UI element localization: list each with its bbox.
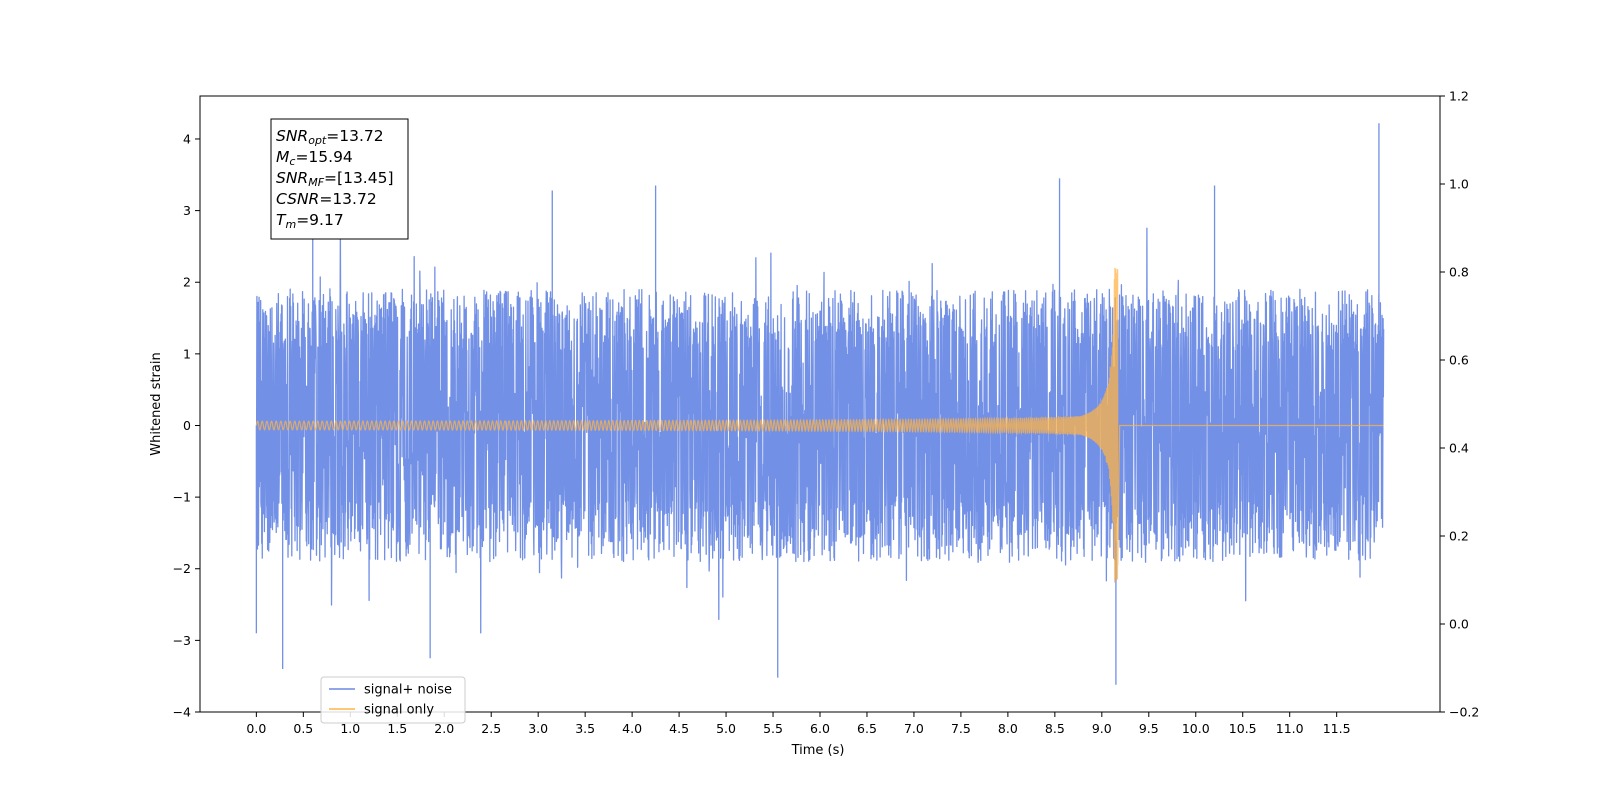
y2-tick-label: 0.4 <box>1449 441 1469 456</box>
y2-tick-label: 0.6 <box>1449 353 1469 368</box>
x-tick-label: 5.5 <box>763 721 783 736</box>
x-tick-label: 5.0 <box>716 721 736 736</box>
x-tick-label: 1.0 <box>340 721 360 736</box>
x-tick-label: 9.5 <box>1139 721 1159 736</box>
x-tick-label: 8.0 <box>998 721 1018 736</box>
legend-label: signal only <box>364 703 434 718</box>
y-axis-label: Whitened strain <box>149 352 164 455</box>
y2-tick-label: 0.8 <box>1449 265 1469 280</box>
signal-noise-series <box>255 123 1385 685</box>
signal-only-line <box>255 267 1384 583</box>
x-tick-label: 3.0 <box>528 721 548 736</box>
y-axis-right: −0.2 0.0 0.2 0.4 0.6 0.8 1.0 1.2 <box>1440 89 1479 720</box>
y2-tick-label: 1.0 <box>1449 177 1469 192</box>
y-tick-label: −2 <box>173 561 191 576</box>
y2-tick-label: 1.2 <box>1449 89 1469 104</box>
legend-label: signal+ noise <box>364 683 452 698</box>
x-tick-label: 4.5 <box>669 721 689 736</box>
x-tick-label: 6.0 <box>810 721 830 736</box>
x-tick-label: 11.5 <box>1323 721 1351 736</box>
y2-tick-label: 0.2 <box>1449 529 1469 544</box>
y-tick-label: 0 <box>183 418 191 433</box>
x-tick-label: 3.5 <box>575 721 595 736</box>
x-tick-label: 10.5 <box>1229 721 1257 736</box>
x-tick-label: 7.0 <box>904 721 924 736</box>
y-axis-left: −4 −3 −2 −1 0 1 2 3 4 <box>173 131 200 720</box>
x-tick-label: 11.0 <box>1276 721 1304 736</box>
y-tick-label: 1 <box>183 346 191 361</box>
x-tick-label: 4.0 <box>622 721 642 736</box>
x-tick-label: 7.5 <box>951 721 971 736</box>
x-tick-label: 9.0 <box>1092 721 1112 736</box>
x-tick-label: 10.0 <box>1182 721 1210 736</box>
y-tick-label: −1 <box>173 490 191 505</box>
y2-tick-label: 0.0 <box>1449 617 1469 632</box>
x-tick-label: 0.0 <box>246 721 266 736</box>
y-tick-label: 4 <box>183 131 191 146</box>
parameter-annotation-box: SNRopt=13.72Mc=15.94SNRMF=[13.45]CSNR=13… <box>270 118 409 240</box>
y-tick-label: −4 <box>173 705 191 720</box>
y2-tick-label: −0.2 <box>1449 705 1479 720</box>
x-axis: 0.0 0.5 1.0 1.5 2.0 2.5 3.0 3.5 4.0 4.5 5.0 5.5 6.0 6… <box>246 712 1351 736</box>
signal-only-series <box>255 267 1384 583</box>
annotation-line: SNRopt=13.72 <box>276 127 384 147</box>
y-tick-label: 3 <box>183 203 191 218</box>
y-tick-label: −3 <box>173 633 191 648</box>
annotation-line: Tm=9.17 <box>276 211 344 231</box>
x-tick-label: 8.5 <box>1045 721 1065 736</box>
x-tick-label: 2.5 <box>481 721 501 736</box>
annotation-line: SNRMF=[13.45] <box>276 169 394 189</box>
x-tick-label: 6.5 <box>857 721 877 736</box>
signal-noise-line <box>255 123 1385 685</box>
x-axis-label: Time (s) <box>791 743 845 758</box>
legend: signal+ noise signal only <box>320 676 466 724</box>
x-tick-label: 0.5 <box>293 721 313 736</box>
legend-frame <box>320 676 466 724</box>
x-tick-label: 1.5 <box>387 721 407 736</box>
annotation-line: CSNR=13.72 <box>276 190 377 208</box>
annotation-line: Mc=15.94 <box>276 148 353 168</box>
x-tick-label: 2.0 <box>434 721 454 736</box>
y-tick-label: 2 <box>183 275 191 290</box>
annotation-frame <box>270 118 409 240</box>
